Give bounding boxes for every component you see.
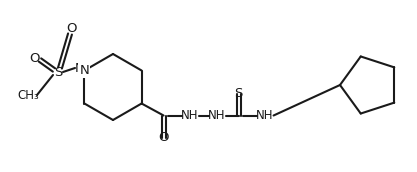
Text: O: O — [29, 51, 39, 64]
Text: NH: NH — [181, 109, 198, 122]
Text: S: S — [234, 87, 243, 100]
Text: NH: NH — [256, 109, 273, 122]
Text: O: O — [67, 22, 77, 35]
Text: N: N — [75, 62, 85, 74]
Text: O: O — [158, 131, 169, 144]
Text: N: N — [80, 64, 89, 77]
Text: S: S — [54, 66, 62, 78]
Text: CH₃: CH₃ — [17, 89, 39, 101]
Text: NH: NH — [208, 109, 225, 122]
